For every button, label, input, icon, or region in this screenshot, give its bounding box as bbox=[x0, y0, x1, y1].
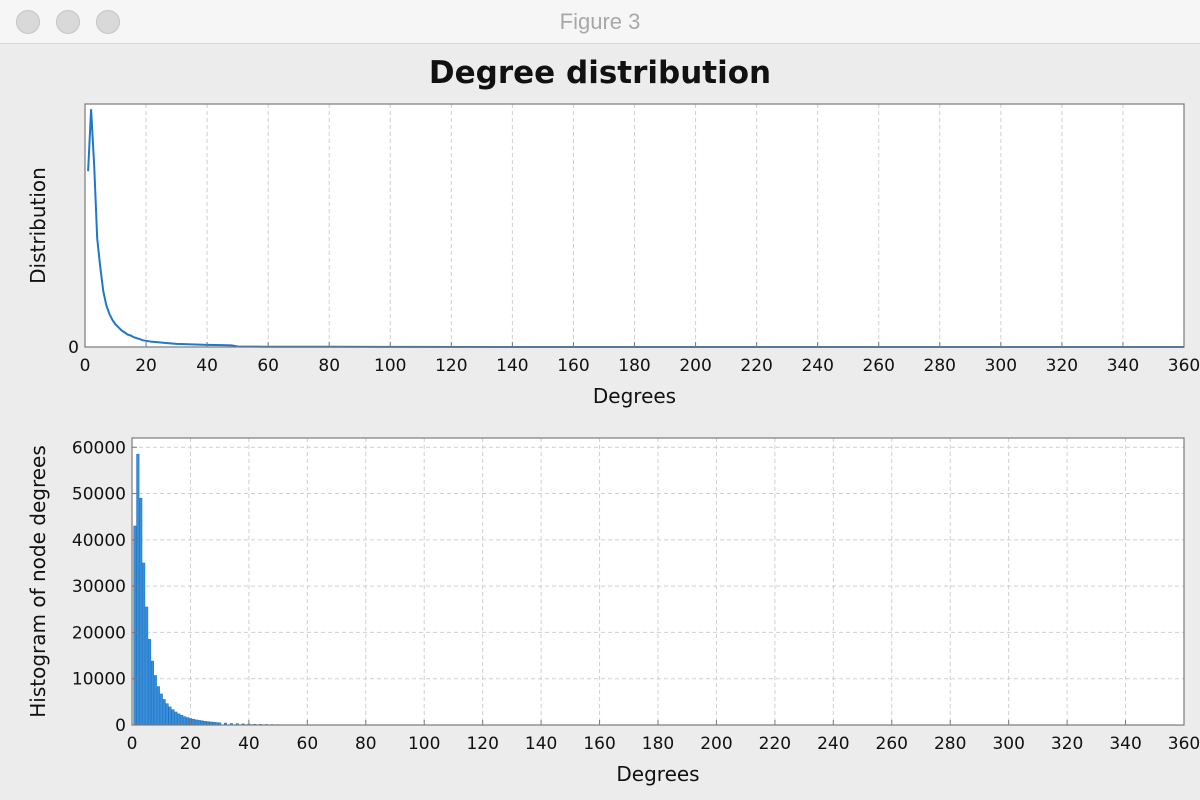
x-tick-label: 240 bbox=[801, 356, 833, 376]
histogram-bar bbox=[180, 714, 184, 726]
x-tick-label: 0 bbox=[80, 356, 91, 376]
x-tick-label: 160 bbox=[557, 356, 589, 376]
x-tick-label: 200 bbox=[679, 356, 711, 376]
histogram-bar bbox=[153, 675, 157, 726]
x-tick-label: 120 bbox=[466, 734, 498, 754]
x-tick-label: 140 bbox=[496, 356, 528, 376]
histogram-bar bbox=[136, 453, 140, 726]
x-tick-label: 340 bbox=[1107, 356, 1139, 376]
x-tick-label: 260 bbox=[876, 734, 908, 754]
x-tick-label: 140 bbox=[525, 734, 557, 754]
histogram-bar bbox=[145, 606, 149, 726]
y-tick-label: 30000 bbox=[72, 577, 126, 597]
histogram-bar bbox=[200, 720, 204, 726]
minimize-button[interactable] bbox=[56, 10, 80, 34]
histogram-bar bbox=[142, 562, 146, 726]
figure-title: Degree distribution bbox=[428, 55, 772, 91]
histogram-plot: 0 20 40 60 80 100 120 140 160 180 200 220 240 260 280 3… bbox=[26, 437, 1200, 786]
x-tick-label: 280 bbox=[934, 734, 966, 754]
x-tick-label: 260 bbox=[862, 356, 894, 376]
x-tick-label: 360 bbox=[1168, 734, 1200, 754]
histogram-bar bbox=[148, 639, 152, 726]
x-tick-label: 280 bbox=[924, 356, 956, 376]
y-tick-label: 60000 bbox=[72, 438, 126, 458]
histogram-bar bbox=[156, 686, 160, 726]
x-tick-label: 40 bbox=[196, 356, 218, 376]
y-tick-label: 40000 bbox=[72, 531, 126, 551]
histogram-bar bbox=[186, 717, 190, 726]
histogram-bar bbox=[194, 719, 198, 726]
histogram-bar bbox=[183, 716, 187, 726]
x-tick-label: 40 bbox=[238, 734, 260, 754]
x-tick-label: 80 bbox=[355, 734, 377, 754]
x-tick-label: 120 bbox=[435, 356, 467, 376]
x-tick-label: 0 bbox=[127, 734, 138, 754]
histogram-bar bbox=[191, 718, 195, 726]
histogram-bar bbox=[168, 706, 172, 726]
histogram-bar bbox=[165, 703, 169, 726]
x-tick-label: 100 bbox=[408, 734, 440, 754]
y-axis-label: Histogram of node degrees bbox=[26, 445, 50, 718]
window-titlebar: Figure 3 bbox=[0, 0, 1200, 44]
y-tick-label: 10000 bbox=[72, 670, 126, 690]
x-tick-label: 60 bbox=[297, 734, 319, 754]
histogram-bar bbox=[139, 497, 143, 726]
x-tick-label: 360 bbox=[1168, 356, 1200, 376]
x-tick-label: 20 bbox=[135, 356, 157, 376]
x-axis-label: Degrees bbox=[593, 384, 676, 408]
x-tick-label: 180 bbox=[642, 734, 674, 754]
histogram-bar bbox=[177, 713, 181, 726]
x-tick-label: 160 bbox=[583, 734, 615, 754]
x-tick-label: 180 bbox=[618, 356, 650, 376]
y-tick-label: 0 bbox=[115, 716, 126, 736]
x-tick-label: 80 bbox=[318, 356, 340, 376]
histogram-bar bbox=[162, 699, 166, 726]
x-axis-label: Degrees bbox=[616, 762, 699, 786]
x-tick-label: 340 bbox=[1109, 734, 1141, 754]
x-tick-label: 300 bbox=[985, 356, 1017, 376]
y-tick-label: 20000 bbox=[72, 623, 126, 643]
y-tick-label: 0 bbox=[68, 338, 79, 358]
x-tick-label: 220 bbox=[759, 734, 791, 754]
histogram-bar bbox=[197, 720, 201, 726]
x-tick-label: 60 bbox=[257, 356, 279, 376]
zoom-button[interactable] bbox=[96, 10, 120, 34]
x-tick-label: 320 bbox=[1046, 356, 1078, 376]
histogram-bar bbox=[159, 693, 163, 726]
y-tick-label: 50000 bbox=[72, 485, 126, 505]
x-tick-label: 320 bbox=[1051, 734, 1083, 754]
window-title: Figure 3 bbox=[559, 9, 641, 34]
x-tick-label: 100 bbox=[374, 356, 406, 376]
x-tick-label: 220 bbox=[740, 356, 772, 376]
close-button[interactable] bbox=[16, 10, 40, 34]
histogram-bar bbox=[171, 709, 175, 726]
histogram-bar bbox=[174, 711, 178, 726]
distribution-plot: 0 20 40 60 80 100 120 140 160 180 200 220 240 260 280 3… bbox=[26, 103, 1200, 408]
x-tick-label: 200 bbox=[700, 734, 732, 754]
histogram-bar bbox=[150, 660, 154, 726]
x-tick-label: 20 bbox=[180, 734, 202, 754]
x-tick-label: 300 bbox=[992, 734, 1024, 754]
histogram-bar bbox=[133, 525, 137, 726]
x-tick-label: 240 bbox=[817, 734, 849, 754]
y-axis-label: Distribution bbox=[26, 167, 50, 284]
